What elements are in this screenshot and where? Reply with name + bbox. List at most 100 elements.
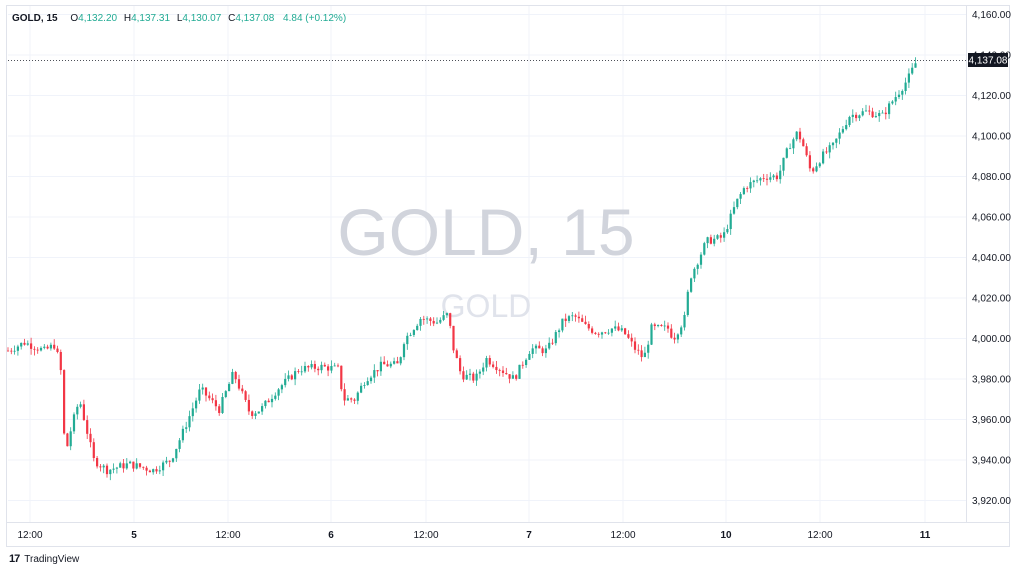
candle-body (274, 395, 277, 399)
high-label: H (123, 13, 132, 24)
last-price-tag-bg (968, 53, 1008, 67)
candle-body (109, 469, 112, 475)
candle-body (360, 385, 363, 393)
candle-body (214, 400, 217, 407)
candle-body (92, 442, 95, 458)
x-tick-label: 11 (920, 530, 931, 541)
watermark-title: GOLD, 15 (337, 195, 634, 269)
candle-body (204, 387, 208, 396)
candle-body (317, 368, 320, 371)
candle-body (868, 110, 871, 112)
y-tick-label: 3,960.00 (972, 415, 1011, 426)
candle-body (690, 278, 693, 292)
tradingview-brand[interactable]: 17 TradingView (9, 553, 79, 565)
candle-body (680, 327, 683, 335)
x-tick-label: 12:00 (807, 530, 832, 541)
candle-body (43, 346, 46, 348)
candle-body (221, 396, 224, 414)
candle-body (511, 375, 514, 379)
candle-body (16, 346, 19, 351)
candle-body (841, 129, 844, 133)
candle-body (142, 466, 145, 468)
candle-body (277, 389, 280, 396)
candle-body (175, 448, 178, 459)
candle-body (254, 413, 257, 416)
candle-body (373, 370, 376, 378)
candle-body (851, 114, 854, 117)
symbol-label[interactable]: GOLD, 15 (12, 13, 58, 24)
candle-body (145, 467, 148, 471)
candle-body (287, 375, 290, 379)
candle-body (396, 361, 399, 364)
candle-body (772, 175, 775, 178)
candle-body (762, 178, 765, 180)
candle-body (231, 372, 234, 384)
candle-body (36, 349, 39, 351)
candle-body (897, 94, 901, 98)
x-tick-label: 12:00 (17, 530, 42, 541)
candle-body (46, 346, 49, 349)
candle-body (20, 342, 23, 347)
candle-body (871, 111, 874, 118)
candle-body (554, 332, 557, 344)
candle-body (795, 131, 798, 140)
candle-body (386, 364, 389, 367)
candle-body (696, 264, 699, 269)
y-tick-label: 4,060.00 (972, 213, 1011, 224)
change-value: 4.84 (283, 13, 303, 24)
candle-body (465, 374, 468, 380)
candle-body (610, 328, 613, 333)
candle-body (86, 420, 89, 434)
y-tick-label: 4,020.00 (972, 294, 1011, 305)
candle-body (241, 388, 244, 392)
candle-body (752, 180, 755, 183)
candle-body (802, 139, 805, 147)
high-value: 4,137.31 (131, 13, 171, 24)
candle-body (442, 315, 445, 320)
candle-body (732, 207, 736, 214)
candle-body (567, 316, 571, 321)
candle-body (10, 350, 13, 352)
x-tick-label: 5 (131, 530, 137, 541)
candle-body (544, 348, 547, 354)
candle-body (901, 90, 904, 95)
x-tick-label: 12:00 (215, 530, 240, 541)
candle-body (904, 82, 907, 91)
candle-body (643, 352, 646, 358)
candle-body (468, 373, 472, 375)
candle-body (294, 371, 297, 380)
open-label: O (70, 13, 79, 24)
candle-body (508, 374, 511, 379)
candle-body (736, 198, 739, 208)
candle-body (320, 364, 323, 371)
tradingview-logo-icon: 17 (9, 553, 20, 565)
candle-body (346, 398, 349, 401)
candle-body (409, 334, 412, 336)
candle-body (525, 359, 528, 366)
candle-body (746, 188, 749, 189)
candle-body (874, 116, 877, 118)
candle-body (56, 348, 59, 352)
candle-body (594, 332, 597, 334)
candle-body (23, 342, 26, 345)
candle-body (808, 155, 811, 169)
candle-body (162, 462, 165, 471)
close-value: 4,137.08 (235, 13, 275, 24)
candle-body (435, 322, 439, 324)
candle-body (785, 148, 788, 158)
x-tick-label: 12:00 (413, 530, 438, 541)
tradingview-brand-name: TradingView (24, 553, 80, 565)
time-axis[interactable]: 12:00 5 12:00 6 12:00 7 12:00 10 12:00 11 (17, 530, 930, 541)
candle-body (307, 366, 310, 368)
candle-body (224, 391, 227, 397)
y-tick-label: 3,940.00 (972, 456, 1011, 467)
candle-body (637, 349, 640, 351)
candle-body (495, 366, 498, 371)
candle-body (739, 194, 742, 199)
candle-body (716, 235, 719, 239)
candle-body (105, 465, 109, 475)
candle-body (122, 463, 125, 469)
candle-body (303, 366, 307, 372)
y-tick-label: 4,040.00 (972, 253, 1011, 264)
